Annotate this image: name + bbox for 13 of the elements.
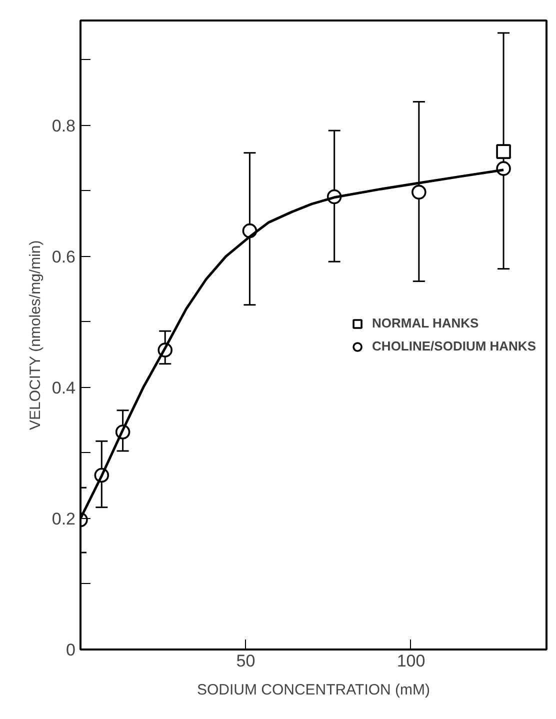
y-tick-label: 0.2 xyxy=(52,509,76,528)
x-axis-title: SODIUM CONCENTRATION (mM) xyxy=(196,682,430,698)
point xyxy=(496,144,511,159)
legend-label: NORMAL HANKS xyxy=(372,316,479,330)
x-tick-label: 50 xyxy=(236,652,256,670)
point xyxy=(412,184,426,200)
x-tick-label: 100 xyxy=(396,652,426,670)
y-tick-label: 0.8 xyxy=(52,116,76,136)
y-tick-label: 0.6 xyxy=(52,247,76,266)
legend-label: CHOLINE/SODIUM HANKS xyxy=(372,338,536,354)
y-axis-title: VELOCITY (nmoles/mg/min) xyxy=(26,240,44,430)
y-tick-label: 0.4 xyxy=(52,378,76,398)
y-tick-label: 0 xyxy=(66,640,76,660)
